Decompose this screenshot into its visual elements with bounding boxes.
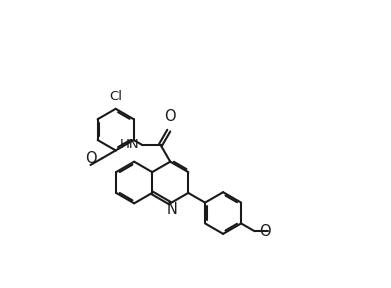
Text: N: N bbox=[167, 202, 178, 217]
Text: Cl: Cl bbox=[109, 90, 122, 103]
Text: O: O bbox=[259, 224, 271, 239]
Text: O: O bbox=[86, 151, 97, 166]
Text: O: O bbox=[164, 109, 176, 124]
Text: HN: HN bbox=[120, 139, 140, 151]
